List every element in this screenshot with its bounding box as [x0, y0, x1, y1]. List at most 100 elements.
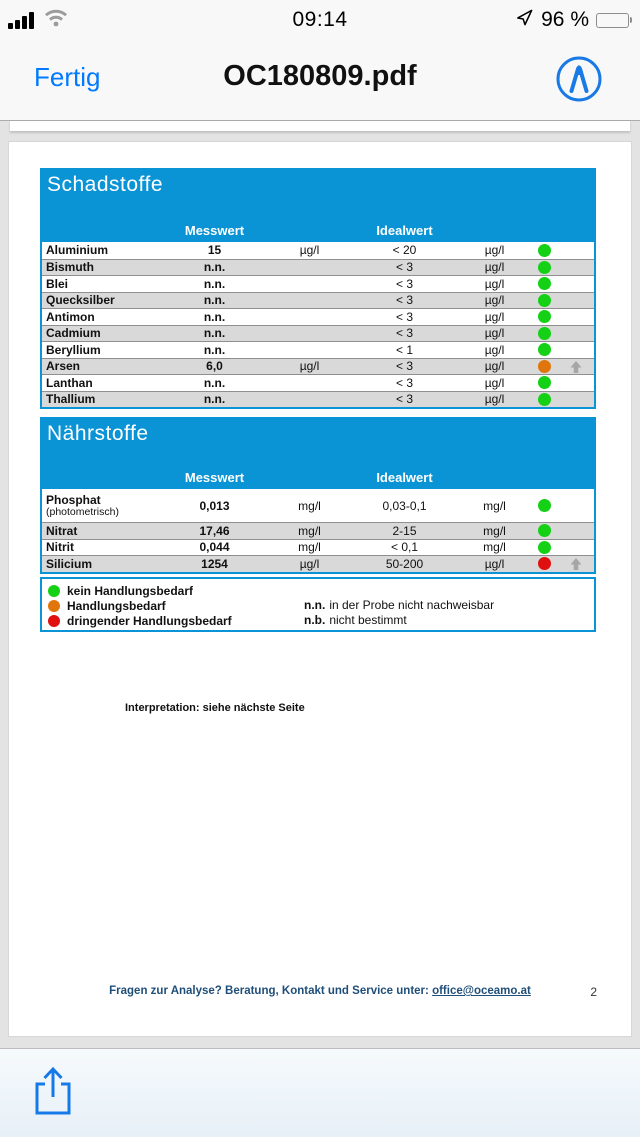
measured-value: n.n.	[203, 309, 226, 324]
substance-name: Lanthan	[46, 375, 93, 390]
wifi-icon	[44, 9, 68, 32]
measured-value: 0,013	[199, 498, 230, 513]
pdf-page: Schadstoffe Messwert Idealwert Aluminium…	[8, 141, 632, 1037]
ideal-value: 0,03-0,1	[382, 498, 427, 513]
table-row: Lanthan n.n. < 3 µg/l	[42, 374, 594, 391]
status-cell	[532, 326, 557, 340]
status-dot-green	[538, 260, 551, 274]
status-dot-orange	[538, 359, 551, 373]
table-body: Aluminium 15 µg/l < 20 µg/l Bismuth n.n. < 3 µg/…	[40, 240, 596, 409]
ideal-unit: µg/l	[484, 260, 505, 275]
legend-box: kein Handlungsbedarf Handlungsbedarf dring…	[40, 576, 596, 632]
ideal-value: < 3	[395, 293, 413, 308]
ideal-unit: µg/l	[484, 309, 505, 324]
measured-value: n.n.	[203, 342, 226, 357]
column-header-messwert: Messwert	[184, 223, 245, 238]
substance-name: Cadmium	[46, 326, 101, 341]
status-dot-green	[538, 243, 551, 257]
ideal-unit: µg/l	[484, 556, 505, 571]
ideal-value: < 3	[395, 276, 413, 291]
done-button[interactable]: Fertig	[34, 62, 101, 92]
status-cell	[532, 376, 557, 390]
ideal-unit: µg/l	[484, 276, 505, 291]
ideal-value: 50-200	[385, 556, 424, 571]
status-cell	[532, 499, 557, 513]
table-title: Nährstoffe	[47, 422, 149, 445]
measured-value: n.n.	[203, 260, 226, 275]
abbreviation-line: n.b. nicht bestimmt	[304, 613, 407, 627]
ideal-value: < 3	[395, 359, 413, 374]
status-cell	[532, 243, 557, 257]
measured-value: 6,0	[206, 359, 223, 374]
status-dot-green	[538, 277, 551, 291]
measured-value: 15	[207, 243, 222, 258]
pdf-scroll-area[interactable]: Schadstoffe Messwert Idealwert Aluminium…	[0, 121, 640, 1048]
measured-value: 1254	[201, 556, 228, 571]
nutrients-table: Nährstoffe Messwert Idealwert Phosphat (p…	[40, 417, 596, 574]
share-button[interactable]	[30, 1063, 76, 1121]
ideal-value: < 3	[395, 326, 413, 341]
status-dot-green	[538, 499, 551, 513]
ideal-unit: mg/l	[483, 523, 506, 538]
status-dot-red	[538, 557, 551, 571]
previous-page-edge	[10, 121, 630, 132]
status-bar: 09:14 96 %	[0, 0, 640, 40]
legend-label: Handlungsbedarf	[67, 599, 166, 613]
footer-text: Fragen zur Analyse? Beratung, Kontakt un…	[109, 985, 429, 997]
status-cell	[532, 310, 557, 324]
table-row: Nitrit 0,044 mg/l < 0,1 mg/l	[42, 538, 594, 556]
table-row: Bismuth n.n. < 3 µg/l	[42, 258, 594, 275]
cellular-signal-icon	[8, 11, 34, 29]
substance-name: Bismuth	[46, 260, 94, 275]
ideal-value: < 3	[395, 260, 413, 275]
location-arrow-icon	[515, 8, 534, 32]
trend-up-icon	[557, 360, 594, 373]
footer-email-link[interactable]: office@oceamo.at	[432, 985, 531, 997]
measured-value: n.n.	[203, 276, 226, 291]
status-dot-green	[538, 326, 551, 340]
status-dot-green	[538, 524, 551, 538]
substance-name: Quecksilber	[46, 293, 115, 308]
ideal-unit: µg/l	[484, 342, 505, 357]
legend-dot-green	[48, 585, 60, 597]
status-cell	[532, 524, 557, 538]
table-row: Phosphat (photometrisch) 0,013 mg/l 0,03-0,1…	[42, 489, 594, 522]
abbreviation-notes: n.n. in der Probe nicht nachweisbar n.b. ni…	[304, 598, 494, 628]
status-dot-green	[538, 310, 551, 324]
markup-pen-button[interactable]	[554, 54, 604, 104]
ideal-value: < 1	[395, 342, 413, 357]
legend-item: dringender Handlungsbedarf	[42, 614, 594, 629]
substance-name: Silicium	[46, 556, 93, 571]
table-row: Quecksilber n.n. < 3 µg/l	[42, 291, 594, 308]
status-dot-green	[538, 392, 551, 406]
measured-value: 0,044	[199, 540, 230, 555]
legend-label: dringender Handlungsbedarf	[67, 614, 232, 628]
interpretation-note: Interpretation: siehe nächste Seite	[125, 701, 305, 714]
ideal-unit: µg/l	[484, 392, 505, 407]
document-title: OC180809.pdf	[223, 60, 417, 92]
ideal-unit: µg/l	[484, 293, 505, 308]
substance-name: Thallium	[46, 392, 96, 407]
status-dot-green	[538, 343, 551, 357]
table-title: Schadstoffe	[47, 173, 164, 196]
column-header-idealwert: Idealwert	[376, 470, 433, 485]
status-cell	[532, 540, 557, 554]
substance-name: Nitrat	[46, 523, 78, 538]
ideal-unit: µg/l	[484, 359, 505, 374]
measured-unit: µg/l	[299, 243, 320, 258]
table-row: Blei n.n. < 3 µg/l	[42, 275, 594, 292]
status-cell	[532, 343, 557, 357]
measured-unit: mg/l	[298, 540, 321, 555]
ideal-value: < 3	[395, 375, 413, 390]
substance-name: Beryllium	[46, 342, 101, 357]
status-dot-green	[538, 540, 551, 554]
trend-up-icon	[557, 557, 594, 571]
measured-unit: µg/l	[299, 556, 320, 571]
ideal-value: 2-15	[392, 523, 417, 538]
ideal-value: < 3	[395, 309, 413, 324]
ideal-unit: µg/l	[484, 326, 505, 341]
table-row: Arsen 6,0 µg/l < 3 µg/l	[42, 357, 594, 374]
ideal-value: < 0,1	[390, 540, 419, 555]
table-row: Aluminium 15 µg/l < 20 µg/l	[42, 242, 594, 259]
